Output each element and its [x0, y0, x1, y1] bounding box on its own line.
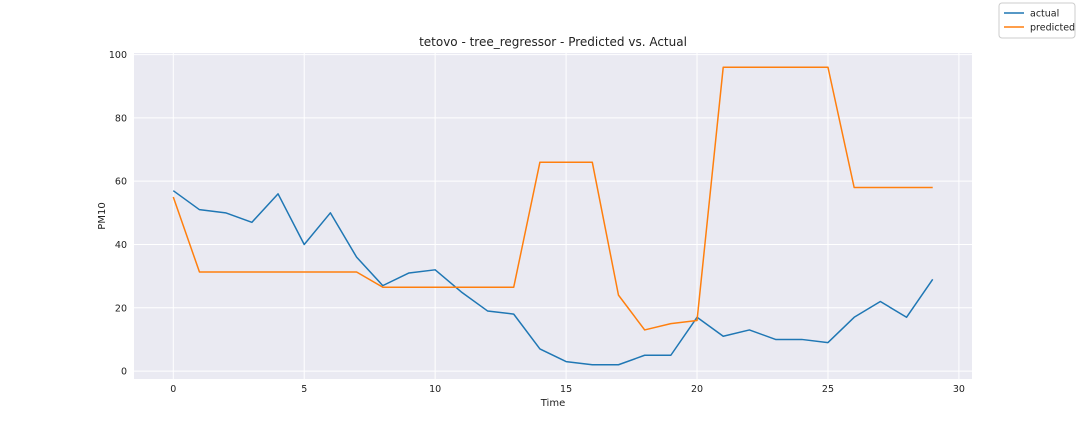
x-tick-label: 5	[301, 384, 307, 395]
series-layer	[172, 66, 934, 366]
y-axis-label: PM10	[97, 202, 108, 229]
x-tick-label: 15	[560, 384, 572, 395]
y-tick-label: 20	[115, 303, 127, 314]
x-tick-label: 0	[170, 384, 176, 395]
plot-area	[134, 53, 972, 379]
x-tick-label: 10	[429, 384, 441, 395]
x-tick-label: 25	[822, 384, 834, 395]
y-tick-label: 80	[115, 113, 127, 124]
legend: actual predicted	[998, 2, 1076, 39]
y-tick-label: 40	[115, 240, 127, 251]
chart-title: tetovo - tree_regressor - Predicted vs. …	[419, 35, 687, 49]
y-tick-label: 0	[121, 367, 127, 378]
ticks: 0 5 10 15 20 25 30 0 20 40 60 80 100	[109, 50, 965, 395]
grid	[134, 53, 972, 379]
y-tick-label: 60	[115, 177, 127, 188]
legend-entry-actual: actual	[1030, 9, 1059, 20]
legend-box	[998, 2, 1076, 39]
x-axis-label: Time	[540, 398, 565, 409]
x-tick-label: 20	[691, 384, 703, 395]
legend-entry-predicted: predicted	[1030, 23, 1075, 34]
y-tick-label: 100	[109, 50, 127, 61]
x-tick-label: 30	[953, 384, 965, 395]
series-line-actual	[172, 190, 934, 366]
series-line-predicted	[172, 66, 933, 331]
